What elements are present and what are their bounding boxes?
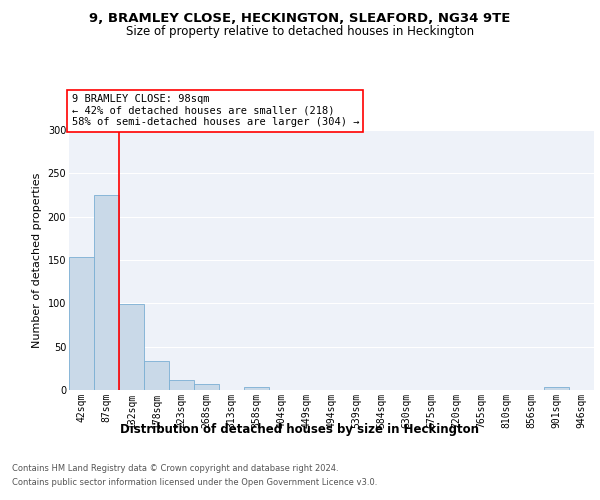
- Bar: [169, 380, 194, 390]
- Text: Contains public sector information licensed under the Open Government Licence v3: Contains public sector information licen…: [12, 478, 377, 487]
- Y-axis label: Number of detached properties: Number of detached properties: [32, 172, 42, 348]
- Text: Contains HM Land Registry data © Crown copyright and database right 2024.: Contains HM Land Registry data © Crown c…: [12, 464, 338, 473]
- Bar: [544, 388, 569, 390]
- Bar: [119, 304, 144, 390]
- Text: 9, BRAMLEY CLOSE, HECKINGTON, SLEAFORD, NG34 9TE: 9, BRAMLEY CLOSE, HECKINGTON, SLEAFORD, …: [89, 12, 511, 26]
- Text: Distribution of detached houses by size in Heckington: Distribution of detached houses by size …: [121, 422, 479, 436]
- Text: Size of property relative to detached houses in Heckington: Size of property relative to detached ho…: [126, 25, 474, 38]
- Bar: [94, 195, 119, 390]
- Bar: [69, 258, 94, 390]
- Bar: [244, 388, 269, 390]
- Bar: [144, 362, 169, 390]
- Bar: [194, 384, 219, 390]
- Text: 9 BRAMLEY CLOSE: 98sqm
← 42% of detached houses are smaller (218)
58% of semi-de: 9 BRAMLEY CLOSE: 98sqm ← 42% of detached…: [71, 94, 359, 128]
